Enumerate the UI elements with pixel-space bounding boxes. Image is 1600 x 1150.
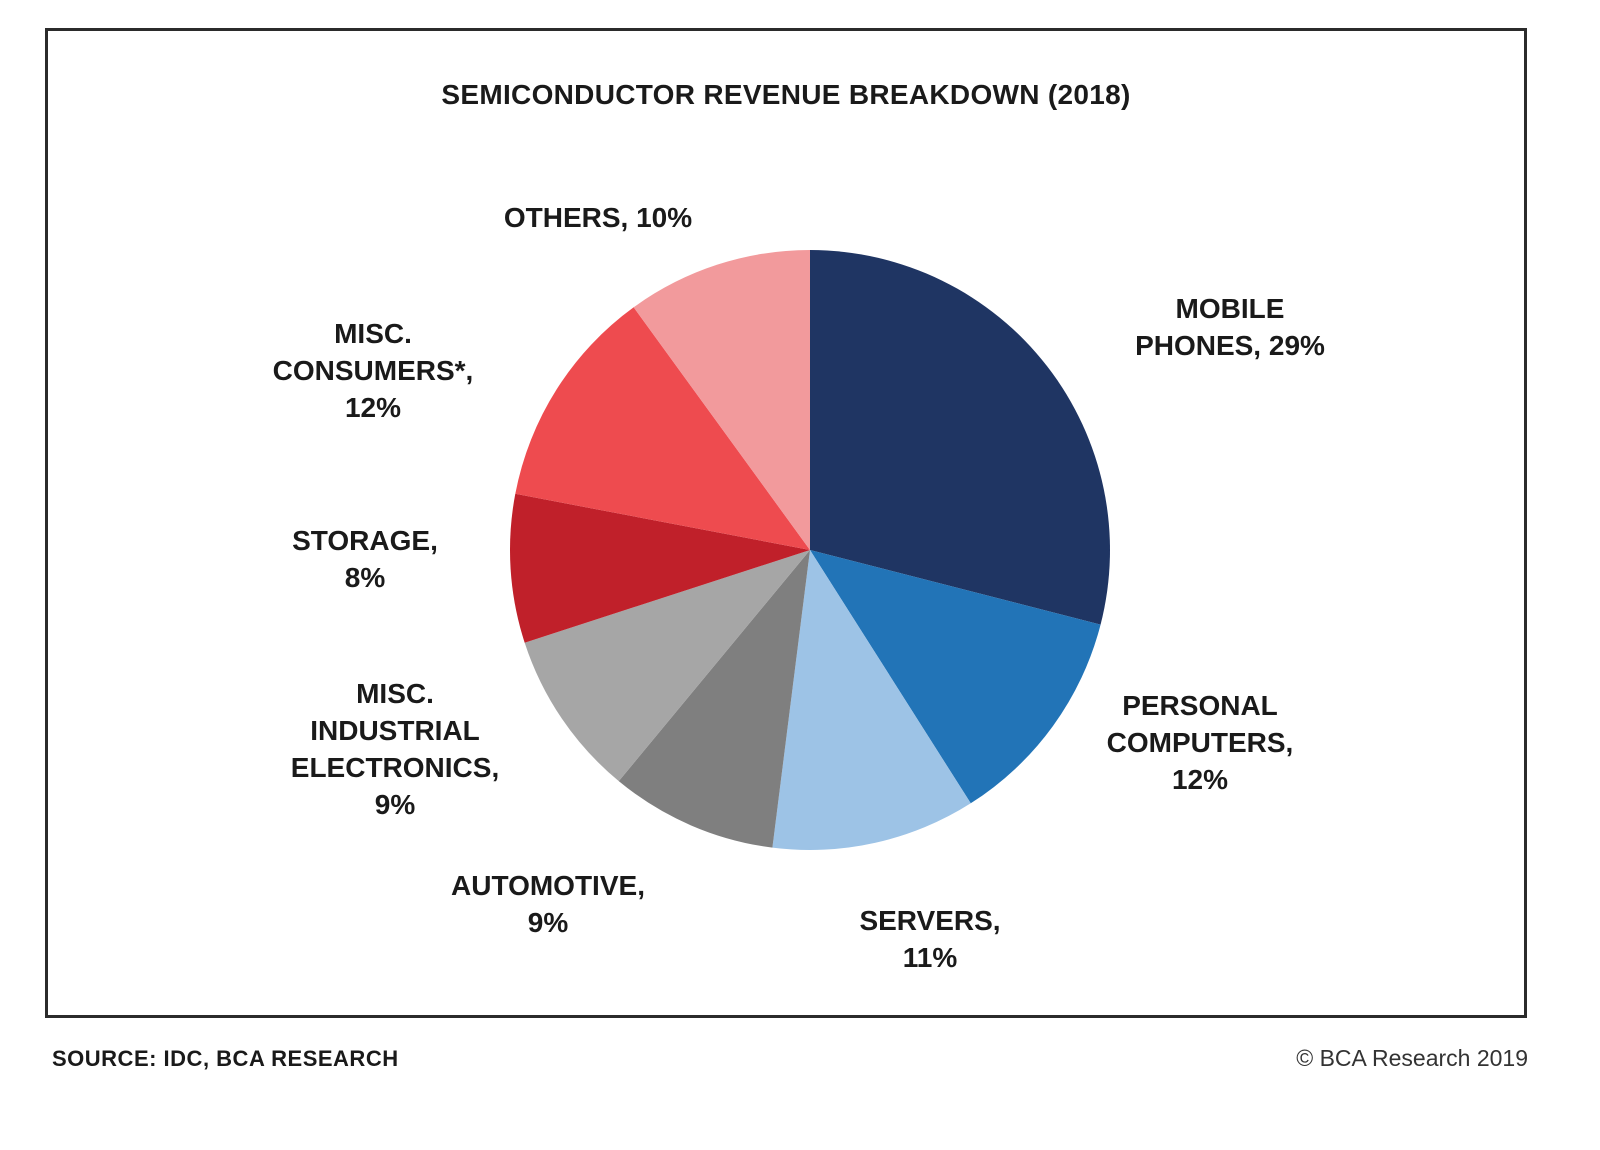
source-note: SOURCE: IDC, BCA RESEARCH <box>52 1046 399 1071</box>
slice-label: STORAGE, 8% <box>292 525 438 593</box>
slice-label: SERVERS, 11% <box>859 905 1000 973</box>
slice-label: MISC. INDUSTRIAL ELECTRONICS, 9% <box>291 678 499 820</box>
slice-label: MISC. CONSUMERS*, 12% <box>273 318 474 423</box>
copyright-note: © BCA Research 2019 <box>1296 1045 1528 1071</box>
pie-slice <box>810 550 1101 804</box>
slice-label: AUTOMOTIVE, 9% <box>451 870 645 938</box>
pie-slice <box>515 307 810 550</box>
pie-slice <box>633 250 810 550</box>
slice-label: OTHERS, 10% <box>504 202 692 233</box>
pie-slice <box>524 550 810 782</box>
chart-title: SEMICONDUCTOR REVENUE BREAKDOWN (2018) <box>441 79 1131 110</box>
pie-slice <box>509 493 810 643</box>
pie-slice <box>618 550 810 848</box>
pie-slice <box>772 550 971 850</box>
pie-slice <box>810 250 1110 625</box>
slice-label: PERSONAL COMPUTERS, 12% <box>1107 690 1294 795</box>
slice-label: MOBILE PHONES, 29% <box>1135 293 1325 361</box>
